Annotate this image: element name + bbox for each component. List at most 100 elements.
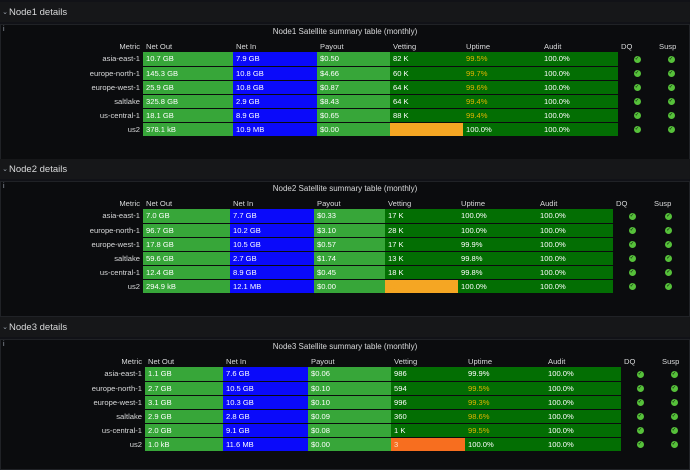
metric-cell: us-central-1 (1, 423, 145, 438)
uptime-value: 99.9% (461, 239, 483, 249)
uptime-cell: 100.0% (463, 122, 541, 137)
column-header-audit[interactable]: Audit (544, 42, 562, 51)
metric-cell: us2 (1, 437, 145, 452)
column-header-uptime[interactable]: Uptime (466, 42, 491, 51)
metric-cell: europe-west-1 (1, 395, 145, 410)
table-panel: i Node1 Satellite summary table (monthly)… (0, 24, 690, 160)
uptime-cell: 99.7% (463, 66, 541, 81)
susp-cell: ✓ (656, 66, 686, 81)
metric-cell: us2 (1, 122, 143, 137)
row-header[interactable]: ⌄ Node2 details (0, 159, 690, 179)
column-header-payout[interactable]: Payout (317, 199, 341, 208)
check-circle-icon: ✓ (670, 427, 678, 434)
column-header-uptime[interactable]: Uptime (468, 357, 493, 366)
audit-value: 100.0% (540, 225, 566, 235)
check-circle-icon: ✓ (636, 441, 644, 448)
net-out-cell: 3.1 GB (145, 395, 223, 410)
dq-cell: ✓ (618, 66, 656, 81)
column-header-audit[interactable]: Audit (548, 357, 566, 366)
uptime-cell: 100.0% (465, 437, 545, 452)
column-header-net-out[interactable]: Net Out (146, 199, 173, 208)
panel-title[interactable]: Node2 Satellite summary table (monthly) (272, 184, 418, 193)
info-icon[interactable]: i (3, 341, 5, 348)
net-in-cell: 12.1 MB (230, 279, 314, 294)
uptime-cell: 99.3% (465, 395, 545, 410)
dq-cell: ✓ (613, 209, 651, 224)
net-in-cell: 10.3 GB (223, 395, 308, 410)
chevron-down-icon[interactable]: ⌄ (2, 166, 8, 173)
check-circle-icon: ✓ (628, 255, 636, 262)
audit-value: 100.0% (544, 82, 570, 92)
column-header-payout[interactable]: Payout (320, 42, 344, 51)
susp-cell: ✓ (659, 381, 689, 396)
susp-cell: ✓ (651, 251, 686, 266)
audit-cell: 100.0% (537, 237, 613, 252)
column-header-audit[interactable]: Audit (540, 199, 558, 208)
susp-cell: ✓ (659, 409, 689, 424)
column-header-metric[interactable]: Metric (119, 199, 140, 208)
check-circle-icon: ✓ (633, 112, 641, 119)
column-header-net-in[interactable]: Net In (236, 42, 257, 51)
column-header-dq[interactable]: DQ (621, 42, 633, 51)
info-icon[interactable]: i (3, 183, 5, 190)
audit-value: 100.0% (540, 281, 566, 291)
dq-cell: ✓ (618, 108, 656, 123)
uptime-cell: 99.6% (463, 80, 541, 95)
column-header-susp[interactable]: Susp (654, 199, 672, 208)
uptime-cell: 99.4% (463, 94, 541, 109)
dq-cell: ✓ (618, 122, 656, 137)
info-icon[interactable]: i (3, 26, 5, 33)
column-header-net-out[interactable]: Net Out (146, 42, 173, 51)
check-circle-icon: ✓ (628, 283, 636, 290)
audit-value: 100.0% (548, 383, 574, 393)
column-header-susp[interactable]: Susp (659, 42, 677, 51)
audit-cell: 100.0% (545, 395, 621, 410)
column-header-net-in[interactable]: Net In (233, 199, 254, 208)
vetting-cell: 64 K (390, 94, 463, 109)
susp-cell: ✓ (651, 209, 686, 224)
column-header-susp[interactable]: Susp (662, 357, 680, 366)
panel-title[interactable]: Node3 Satellite summary table (monthly) (272, 342, 418, 351)
column-header-payout[interactable]: Payout (311, 357, 335, 366)
column-header-uptime[interactable]: Uptime (461, 199, 486, 208)
column-header-vetting[interactable]: Vetting (388, 199, 412, 208)
column-header-net-out[interactable]: Net Out (148, 357, 175, 366)
row-header[interactable]: ⌄ Node3 details (0, 317, 690, 337)
panel-title[interactable]: Node1 Satellite summary table (monthly) (272, 27, 418, 36)
susp-cell: ✓ (659, 437, 689, 452)
satellite-summary-table: Metric Net Out Net In Payout Vetting Uptime Au… (1, 41, 686, 137)
uptime-cell: 99.8% (458, 251, 537, 266)
table-row: europe-north-1 2.7 GB 10.5 GB $0.10 594 99.5%… (1, 381, 689, 396)
column-header-dq[interactable]: DQ (616, 199, 628, 208)
column-header-vetting[interactable]: Vetting (393, 42, 417, 51)
table-header-row: Metric Net Out Net In Payout Vetting Uptime Au… (1, 41, 686, 52)
uptime-cell: 99.8% (458, 265, 537, 280)
column-header-vetting[interactable]: Vetting (394, 357, 418, 366)
column-header-dq[interactable]: DQ (624, 357, 636, 366)
column-header-net-in[interactable]: Net In (226, 357, 247, 366)
net-in-cell: 7.7 GB (230, 209, 314, 224)
audit-value: 100.0% (548, 425, 574, 435)
check-circle-icon: ✓ (670, 399, 678, 406)
check-circle-icon: ✓ (667, 112, 675, 119)
vetting-cell: 82 K (390, 52, 463, 67)
net-in-cell: 10.5 GB (223, 381, 308, 396)
metric-cell: saltlake (1, 409, 145, 424)
chevron-down-icon[interactable]: ⌄ (2, 324, 8, 331)
row-header[interactable]: ⌄ Node1 details (0, 2, 690, 22)
check-circle-icon: ✓ (633, 70, 641, 77)
metric-cell: europe-north-1 (1, 223, 143, 238)
table-row: europe-north-1 145.3 GB 10.8 GB $4.66 60 K 99… (1, 66, 686, 81)
net-in-cell: 2.9 GB (233, 94, 317, 109)
column-header-metric[interactable]: Metric (119, 42, 140, 51)
net-in-cell: 10.9 MB (233, 122, 317, 137)
check-circle-icon: ✓ (628, 269, 636, 276)
uptime-value: 99.7% (466, 68, 488, 78)
chevron-down-icon[interactable]: ⌄ (2, 9, 8, 16)
column-header-metric[interactable]: Metric (121, 357, 142, 366)
net-in-cell: 9.1 GB (223, 423, 308, 438)
audit-cell: 100.0% (537, 209, 613, 224)
audit-cell: 100.0% (545, 423, 621, 438)
check-circle-icon: ✓ (665, 227, 672, 234)
check-circle-icon: ✓ (636, 385, 644, 392)
